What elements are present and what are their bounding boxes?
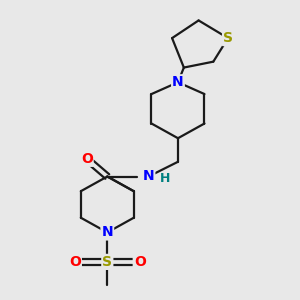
Text: O: O [69,255,81,269]
Text: O: O [81,152,93,166]
Text: N: N [101,225,113,239]
Text: S: S [102,255,112,269]
Text: O: O [134,255,146,269]
Text: S: S [223,31,233,45]
Text: N: N [172,75,184,89]
Text: H: H [160,172,170,185]
Text: N: N [143,169,154,184]
